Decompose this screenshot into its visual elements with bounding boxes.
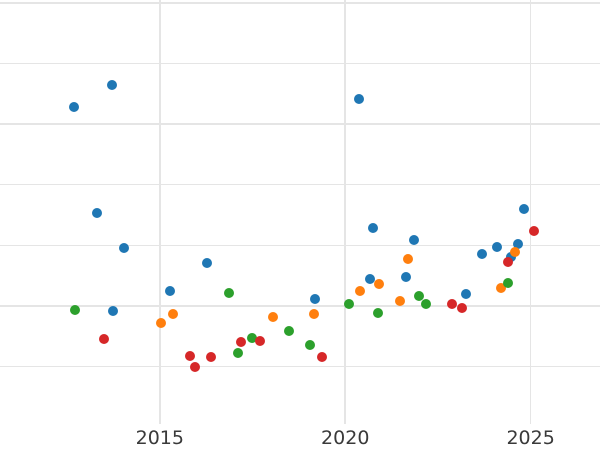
- data-point-blue: [512, 239, 523, 250]
- data-point-red: [254, 336, 265, 347]
- gridline-vertical: [344, 0, 346, 424]
- gridline-vertical: [159, 0, 161, 424]
- gridline-horizontal: [0, 244, 600, 247]
- data-point-orange: [402, 254, 413, 265]
- data-point-green: [305, 339, 315, 350]
- data-point-blue: [106, 79, 117, 90]
- data-point-red: [503, 256, 514, 267]
- data-point-red: [317, 352, 328, 363]
- data-point-orange: [510, 246, 521, 257]
- data-point-red: [189, 362, 200, 373]
- plot-area: [0, 0, 600, 424]
- data-point-orange: [394, 296, 405, 307]
- gridline-horizontal: [0, 123, 600, 125]
- data-point-blue: [202, 258, 213, 269]
- data-point-orange: [168, 309, 179, 320]
- data-point-red: [98, 333, 109, 344]
- data-point-green: [284, 325, 295, 336]
- data-point-green: [344, 299, 355, 310]
- data-point-orange: [374, 279, 385, 290]
- data-point-blue: [164, 286, 175, 297]
- data-point-orange: [155, 318, 166, 329]
- data-point-red: [184, 350, 195, 361]
- data-point-red: [446, 299, 457, 310]
- data-point-green: [502, 277, 513, 288]
- data-point-red: [528, 225, 539, 236]
- data-point-green: [420, 299, 431, 310]
- data-point-green: [414, 291, 425, 302]
- data-point-blue: [69, 101, 80, 112]
- data-point-green: [247, 332, 258, 343]
- data-point-green: [372, 307, 383, 318]
- data-point-blue: [365, 274, 376, 285]
- data-point-blue: [506, 251, 517, 262]
- gridline-horizontal: [0, 305, 600, 307]
- data-point-green: [70, 305, 81, 316]
- data-point-orange: [267, 311, 278, 322]
- data-point-blue: [368, 222, 379, 233]
- data-point-blue: [408, 234, 419, 245]
- data-point-orange: [495, 282, 506, 293]
- data-point-blue: [477, 249, 488, 260]
- data-point-blue: [492, 242, 503, 253]
- data-point-blue: [309, 294, 320, 305]
- data-point-red: [236, 336, 247, 347]
- gridline-horizontal: [0, 183, 600, 186]
- gridline-horizontal: [0, 62, 600, 65]
- data-point-red: [457, 302, 468, 313]
- data-point-blue: [518, 203, 529, 214]
- data-point-blue: [353, 94, 364, 105]
- x-tick-label: 2025: [506, 427, 555, 449]
- data-point-red: [206, 351, 217, 362]
- data-point-blue: [460, 288, 471, 299]
- gridline-vertical: [529, 0, 532, 424]
- gridline-horizontal: [0, 2, 600, 4]
- data-point-green: [224, 287, 235, 298]
- data-point-blue: [401, 271, 412, 282]
- data-point-blue: [91, 208, 102, 219]
- gridline-horizontal: [0, 365, 600, 368]
- data-point-blue: [108, 306, 119, 317]
- data-point-orange: [309, 309, 320, 320]
- x-tick-label: 2020: [321, 427, 370, 449]
- data-point-green: [233, 347, 244, 358]
- data-point-blue: [118, 243, 129, 254]
- data-point-orange: [355, 285, 366, 296]
- x-tick-label: 2015: [135, 427, 184, 449]
